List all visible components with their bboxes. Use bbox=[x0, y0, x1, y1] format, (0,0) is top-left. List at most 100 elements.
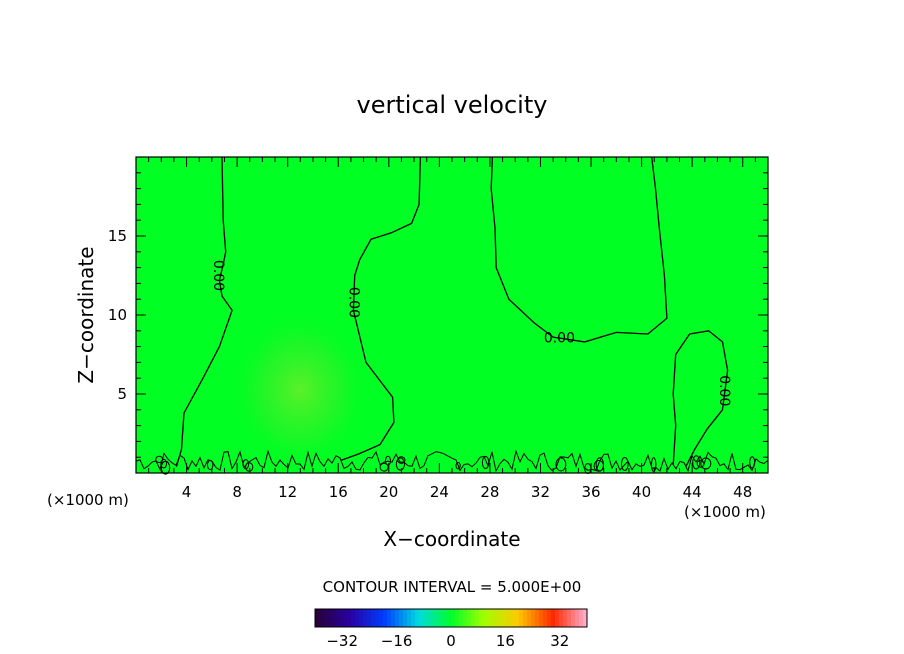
x-tick-label: 24 bbox=[430, 483, 449, 501]
colorbar-segment bbox=[447, 609, 452, 627]
x-axis-ticks: 4 8 12 16 20 24 28 32 36 40 44 48 bbox=[148, 157, 756, 501]
colorbar-segment bbox=[343, 609, 348, 627]
colorbar-segment bbox=[387, 609, 392, 627]
colorbar-segment bbox=[439, 609, 444, 627]
colorbar bbox=[315, 609, 588, 627]
colorbar-segment bbox=[459, 609, 464, 627]
colorbar-segment bbox=[371, 609, 376, 627]
colorbar-segment bbox=[431, 609, 436, 627]
y-axis-label: Z−coordinate bbox=[74, 246, 98, 383]
contour-interval: CONTOUR INTERVAL = 5.000E+00 bbox=[323, 578, 582, 596]
colorbar-segment bbox=[383, 609, 388, 627]
contour-label-1: 0.00 bbox=[210, 260, 226, 291]
colorbar-segment bbox=[531, 609, 536, 627]
colorbar-segment bbox=[487, 609, 492, 627]
colorbar-segment bbox=[475, 609, 480, 627]
surface-contour-loop bbox=[621, 457, 629, 471]
colorbar-tick-label: 16 bbox=[496, 632, 515, 650]
zero-contour-4 bbox=[672, 330, 729, 467]
colorbar-segment bbox=[411, 609, 416, 627]
colorbar-segment bbox=[503, 609, 508, 627]
colorbar-segment bbox=[395, 609, 400, 627]
colorbar-segment bbox=[379, 609, 384, 627]
colorbar-segment bbox=[495, 609, 500, 627]
surface-contour-loop bbox=[749, 456, 756, 469]
surface-contour-loop bbox=[692, 455, 701, 470]
colorbar-segment bbox=[543, 609, 548, 627]
colorbar-segment bbox=[323, 609, 328, 627]
surface-contour-loop bbox=[397, 456, 406, 464]
y-tick-label: 10 bbox=[108, 306, 127, 324]
colorbar-segment bbox=[575, 609, 580, 627]
colorbar-segment bbox=[563, 609, 568, 627]
colorbar-segment bbox=[539, 609, 544, 627]
surface-contour-loop bbox=[481, 456, 490, 469]
colorbar-segment bbox=[347, 609, 352, 627]
colorbar-segment bbox=[335, 609, 340, 627]
colorbar-segment bbox=[407, 609, 412, 627]
colorbar-segment bbox=[315, 609, 320, 627]
x-tick-label: 32 bbox=[531, 483, 550, 501]
colorbar-segment bbox=[499, 609, 504, 627]
x-tick-label: 16 bbox=[329, 483, 348, 501]
colorbar-segment bbox=[403, 609, 408, 627]
colorbar-segment bbox=[491, 609, 496, 627]
x-tick-label: 48 bbox=[733, 483, 752, 501]
colorbar-segment bbox=[583, 609, 588, 627]
colorbar-segment bbox=[511, 609, 516, 627]
surface-contour-loop bbox=[379, 462, 389, 472]
y-axis-ticks: 5 10 15 bbox=[108, 172, 768, 458]
contour-labels: 0.00 0.00 0.00 0.00 bbox=[210, 260, 732, 406]
contour-label-3: 0.00 bbox=[544, 331, 575, 347]
warm-plume-shading bbox=[230, 310, 370, 470]
x-axis-label: X−coordinate bbox=[383, 527, 520, 551]
colorbar-segment bbox=[519, 609, 524, 627]
zero-contours bbox=[175, 156, 729, 467]
x-tick-label: 8 bbox=[232, 483, 242, 501]
colorbar-segment bbox=[331, 609, 336, 627]
colorbar-segment bbox=[507, 609, 512, 627]
colorbar-tick-label: −16 bbox=[381, 632, 413, 650]
x-tick-label: 40 bbox=[632, 483, 651, 501]
colorbar-segment bbox=[551, 609, 556, 627]
y-tick-label: 5 bbox=[117, 385, 127, 403]
surface-contour-line bbox=[135, 449, 769, 473]
colorbar-segment bbox=[535, 609, 540, 627]
zero-contour-3 bbox=[490, 156, 668, 343]
colorbar-segment bbox=[423, 609, 428, 627]
surface-contour-loop bbox=[651, 457, 657, 473]
x-tick-label: 36 bbox=[581, 483, 600, 501]
x-tick-label: 4 bbox=[182, 483, 192, 501]
colorbar-segment bbox=[515, 609, 520, 627]
colorbar-segment bbox=[571, 609, 576, 627]
colorbar-segment bbox=[359, 609, 364, 627]
colorbar-segment bbox=[355, 609, 360, 627]
colorbar-segment bbox=[559, 609, 564, 627]
colorbar-segment bbox=[351, 609, 356, 627]
surface-contour-loop bbox=[160, 458, 167, 469]
x-tick-label: 44 bbox=[683, 483, 702, 501]
surface-contour-loop bbox=[160, 460, 171, 475]
y-tick-label: 15 bbox=[108, 227, 127, 245]
colorbar-segment bbox=[451, 609, 456, 627]
colorbar-segment bbox=[367, 609, 372, 627]
x-tick-label: 28 bbox=[480, 483, 499, 501]
x-tick-label: 12 bbox=[278, 483, 297, 501]
colorbar-segment bbox=[375, 609, 380, 627]
contour-label-2: 0.00 bbox=[345, 287, 361, 318]
colorbar-segment bbox=[455, 609, 460, 627]
colorbar-tick-label: 32 bbox=[550, 632, 569, 650]
x-unit-right: (×1000 m) bbox=[684, 503, 766, 521]
colorbar-segment bbox=[467, 609, 472, 627]
colorbar-segment bbox=[327, 609, 332, 627]
colorbar-tick-label: 0 bbox=[446, 632, 456, 650]
colorbar-segment bbox=[391, 609, 396, 627]
chart-title: vertical velocity bbox=[357, 91, 548, 119]
colorbar-segment bbox=[363, 609, 368, 627]
colorbar-segment bbox=[443, 609, 448, 627]
colorbar-segment bbox=[399, 609, 404, 627]
colorbar-segment bbox=[527, 609, 532, 627]
zero-contour-1 bbox=[175, 156, 233, 467]
contour-label-4: 0.00 bbox=[716, 375, 732, 406]
